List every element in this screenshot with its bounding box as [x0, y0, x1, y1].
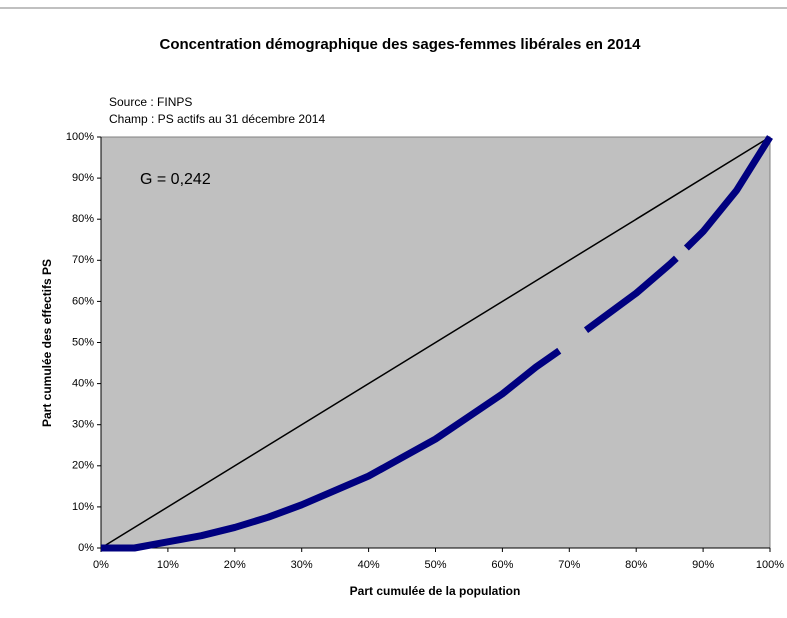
y-tick-label: 60%	[72, 295, 94, 307]
y-tick-label: 0%	[78, 542, 94, 554]
scope: Champ : PS actifs au 31 décembre 2014	[109, 112, 325, 126]
source: Source : FINPS	[109, 95, 192, 109]
y-tick-label: 20%	[72, 460, 94, 472]
y-tick-label: 80%	[72, 213, 94, 225]
x-tick-label: 80%	[625, 559, 647, 571]
annotation: G = 0,242	[140, 171, 211, 188]
x-tick-label: 70%	[558, 559, 580, 571]
x-tick-label: 0%	[93, 559, 109, 571]
x-tick-label: 30%	[291, 559, 313, 571]
x-tick-label: 90%	[692, 559, 714, 571]
y-axis-title: Part cumulée des effectifs PS	[40, 259, 54, 427]
x-tick-label: 10%	[157, 559, 179, 571]
x-tick-label: 100%	[756, 559, 784, 571]
series-line	[100, 136, 771, 549]
chart-title: Concentration démographique des sages-fe…	[160, 36, 642, 53]
x-axis-title: Part cumulée de la population	[350, 584, 521, 598]
x-tick-label: 50%	[424, 559, 446, 571]
y-tick-label: 100%	[66, 131, 94, 143]
x-tick-label: 20%	[224, 559, 246, 571]
x-tick-label: 60%	[491, 559, 513, 571]
series-line	[101, 135, 773, 552]
y-tick-label: 70%	[72, 254, 94, 266]
x-tick-label: 40%	[358, 559, 380, 571]
y-tick-label: 90%	[72, 172, 94, 184]
y-tick-label: 50%	[72, 336, 94, 348]
y-tick-label: 10%	[72, 501, 94, 513]
y-tick-label: 30%	[72, 419, 94, 431]
y-tick-label: 40%	[72, 378, 94, 390]
